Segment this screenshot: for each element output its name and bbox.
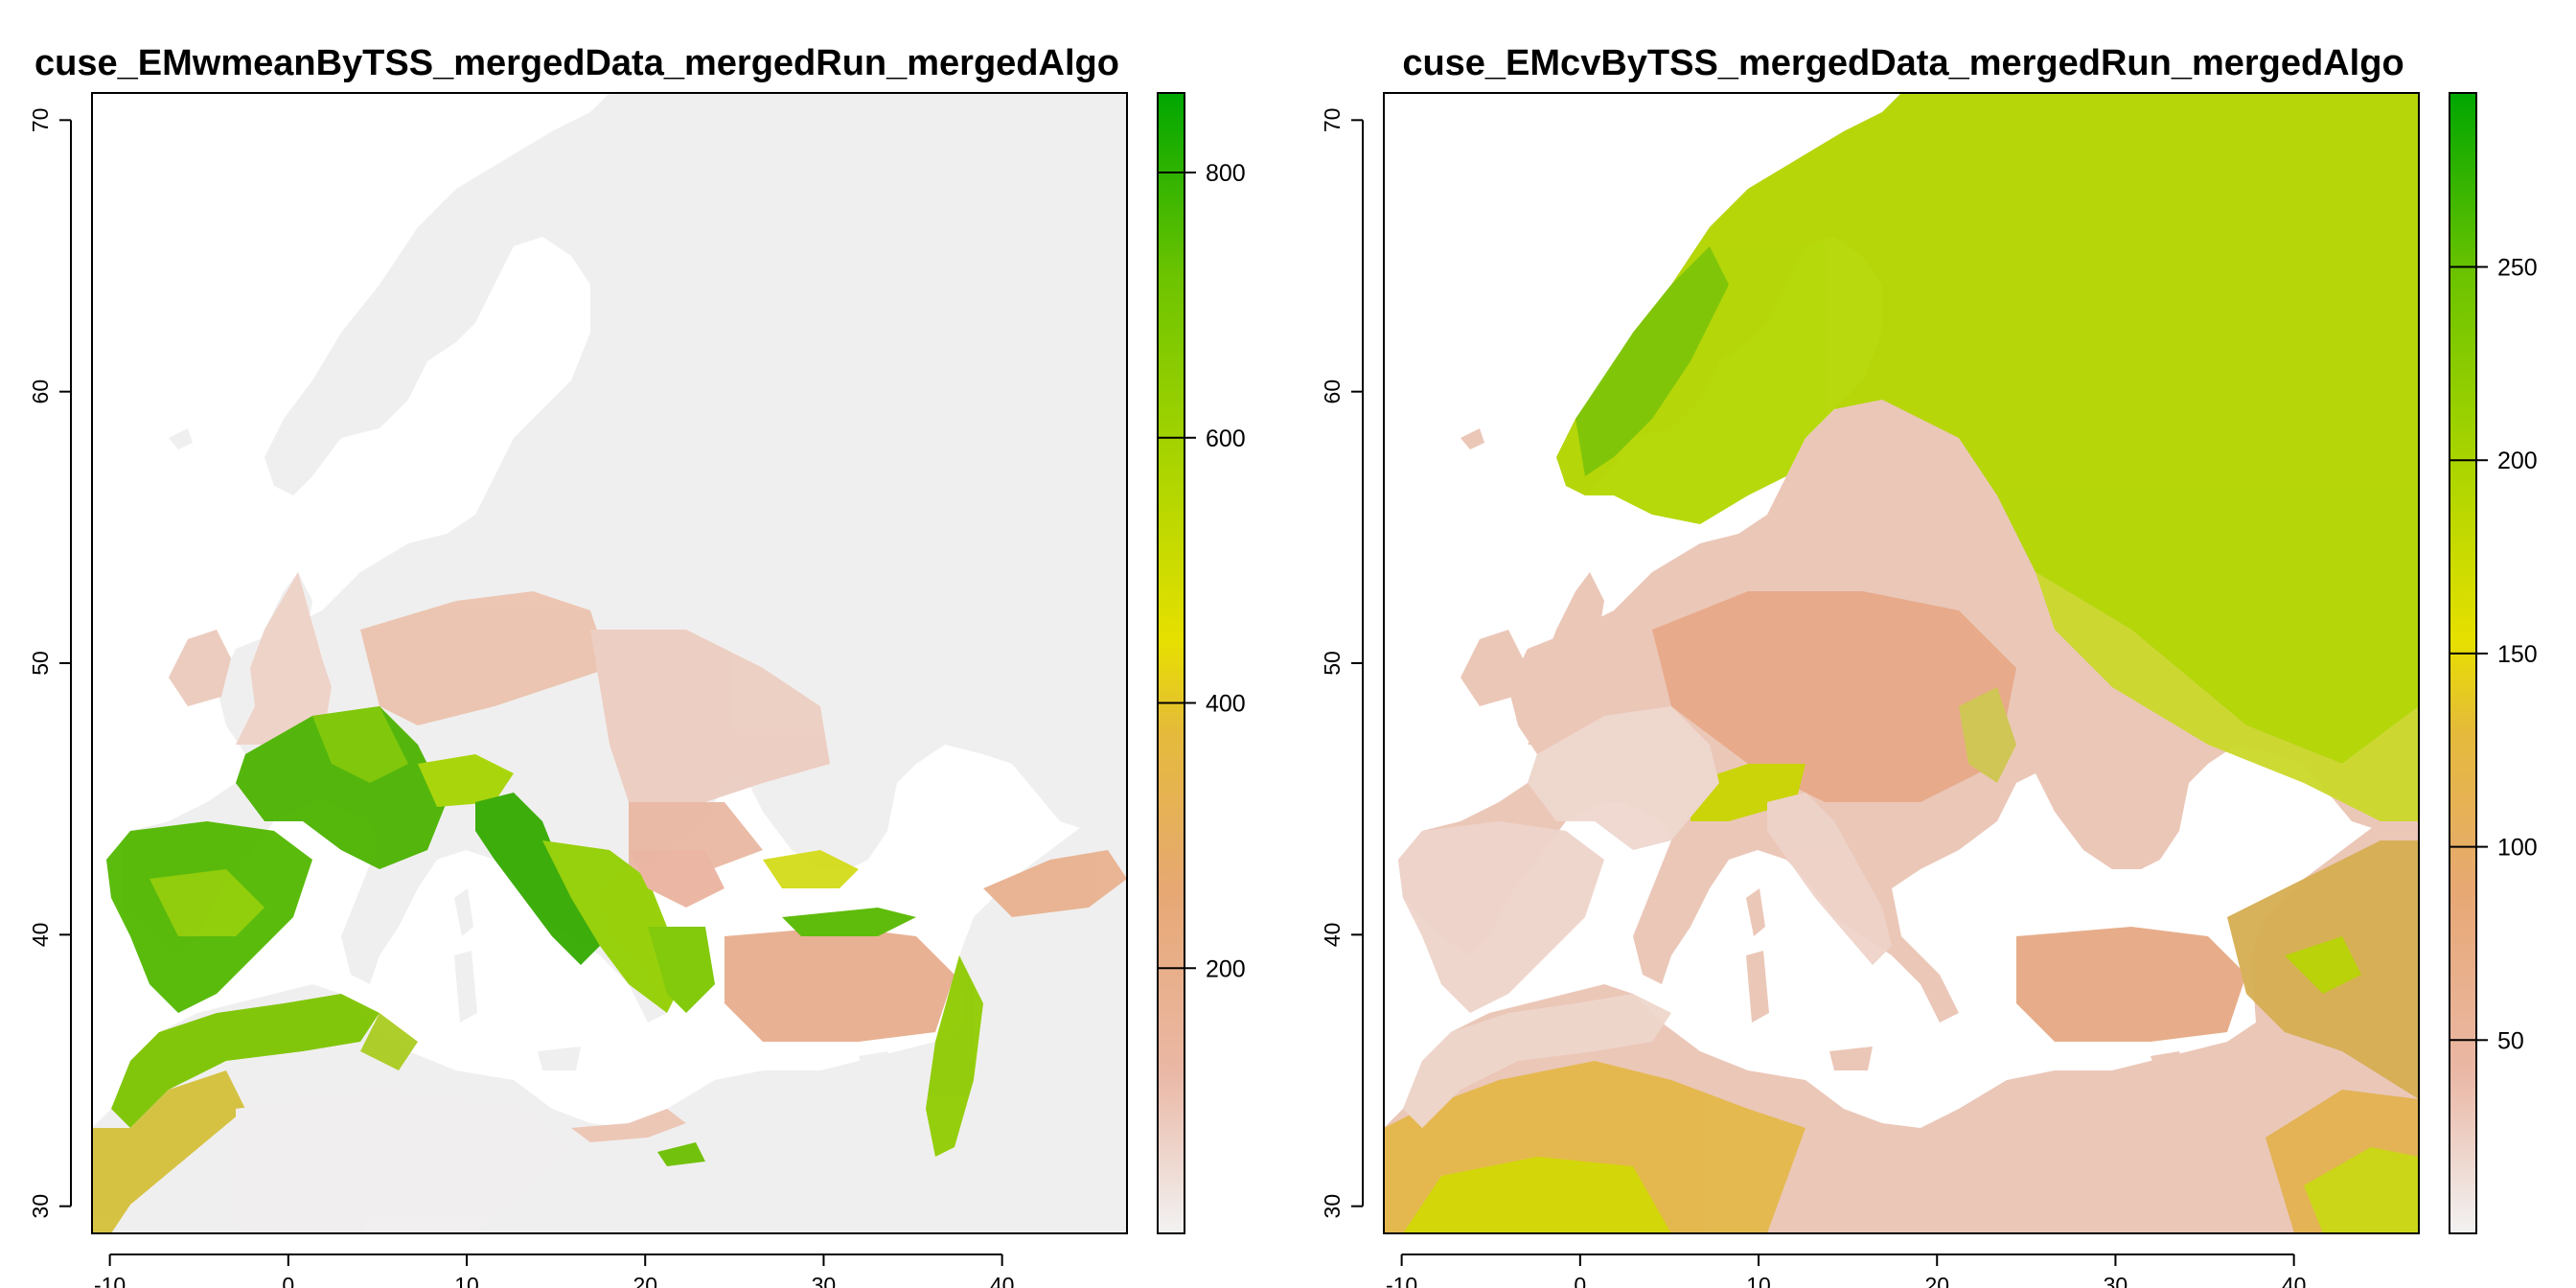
y-tick-label: 70	[1320, 108, 1345, 133]
plot-frame-right	[1383, 92, 2420, 1234]
legend-tick-label: 200	[2497, 448, 2538, 474]
x-tick-label: 40	[990, 1273, 1015, 1288]
legend-left: 200 400 600 800	[1157, 92, 1246, 1234]
panel-right: cuse_EMcvByTSS_mergedData_mergedRun_merg…	[1320, 43, 2538, 1288]
legend-tick-label: 600	[1206, 426, 1246, 452]
axes-left: -10 0 10 20 30 40 30 40 50 60 70	[28, 108, 1014, 1288]
panel-left: cuse_EMwmeanByTSS_mergedData_mergedRun_m…	[28, 43, 1246, 1288]
legend-ticks-right: 50 100 150 200 250	[2450, 255, 2538, 1054]
x-tick-label: -10	[1386, 1273, 1417, 1288]
y-tick-label: 40	[28, 923, 53, 948]
legend-tick-label: 200	[1206, 955, 1246, 982]
chart-title-right: cuse_EMcvByTSS_mergedData_mergedRun_merg…	[1402, 43, 2404, 83]
value-layer-right	[1384, 93, 2419, 1233]
x-tick-label: 10	[454, 1273, 479, 1288]
legend-bar-left	[1157, 92, 1185, 1234]
y-tick-label: 70	[28, 108, 53, 133]
y-tick-label: 30	[1320, 1194, 1345, 1219]
x-tick-label: -10	[94, 1273, 126, 1288]
x-tick-label: 0	[1574, 1273, 1586, 1288]
x-tick-label: 20	[632, 1273, 657, 1288]
map-left: -10 0 10 20 30 40 30 40 50 60 70	[28, 92, 1128, 1288]
legend-bar-right	[2449, 92, 2477, 1234]
x-tick-label: 20	[1924, 1273, 1949, 1288]
y-tick-label: 60	[1320, 380, 1345, 404]
legend-tick-label: 250	[2497, 255, 2538, 282]
legend-tick-label: 100	[2497, 835, 2538, 862]
x-tick-label: 30	[812, 1273, 837, 1288]
y-tick-label: 60	[28, 380, 53, 404]
x-tick-label: 10	[1746, 1273, 1771, 1288]
legend-right: 50 100 150 200 250	[2449, 92, 2538, 1234]
legend-tick-label: 800	[1206, 160, 1246, 187]
map-right: -10 0 10 20 30 40 30 40 50 60 70	[1320, 92, 2420, 1288]
legend-tick-label: 50	[2497, 1027, 2524, 1054]
x-tick-label: 0	[282, 1273, 294, 1288]
y-tick-label: 50	[28, 651, 53, 676]
legend-tick-label: 400	[1206, 691, 1246, 718]
legend-tick-label: 150	[2497, 641, 2538, 668]
y-tick-label: 50	[1320, 651, 1345, 676]
chart-title-left: cuse_EMwmeanByTSS_mergedData_mergedRun_m…	[34, 43, 1119, 83]
value-layer-left	[92, 572, 1127, 1233]
y-tick-label: 40	[1320, 923, 1345, 948]
legend-ticks-left: 200 400 600 800	[1158, 160, 1246, 982]
plot-frame-left	[91, 92, 1128, 1234]
x-tick-label: 40	[2282, 1273, 2307, 1288]
y-tick-label: 30	[28, 1194, 53, 1219]
axes-right: -10 0 10 20 30 40 30 40 50 60 70	[1320, 108, 2306, 1288]
x-tick-label: 30	[2104, 1273, 2128, 1288]
